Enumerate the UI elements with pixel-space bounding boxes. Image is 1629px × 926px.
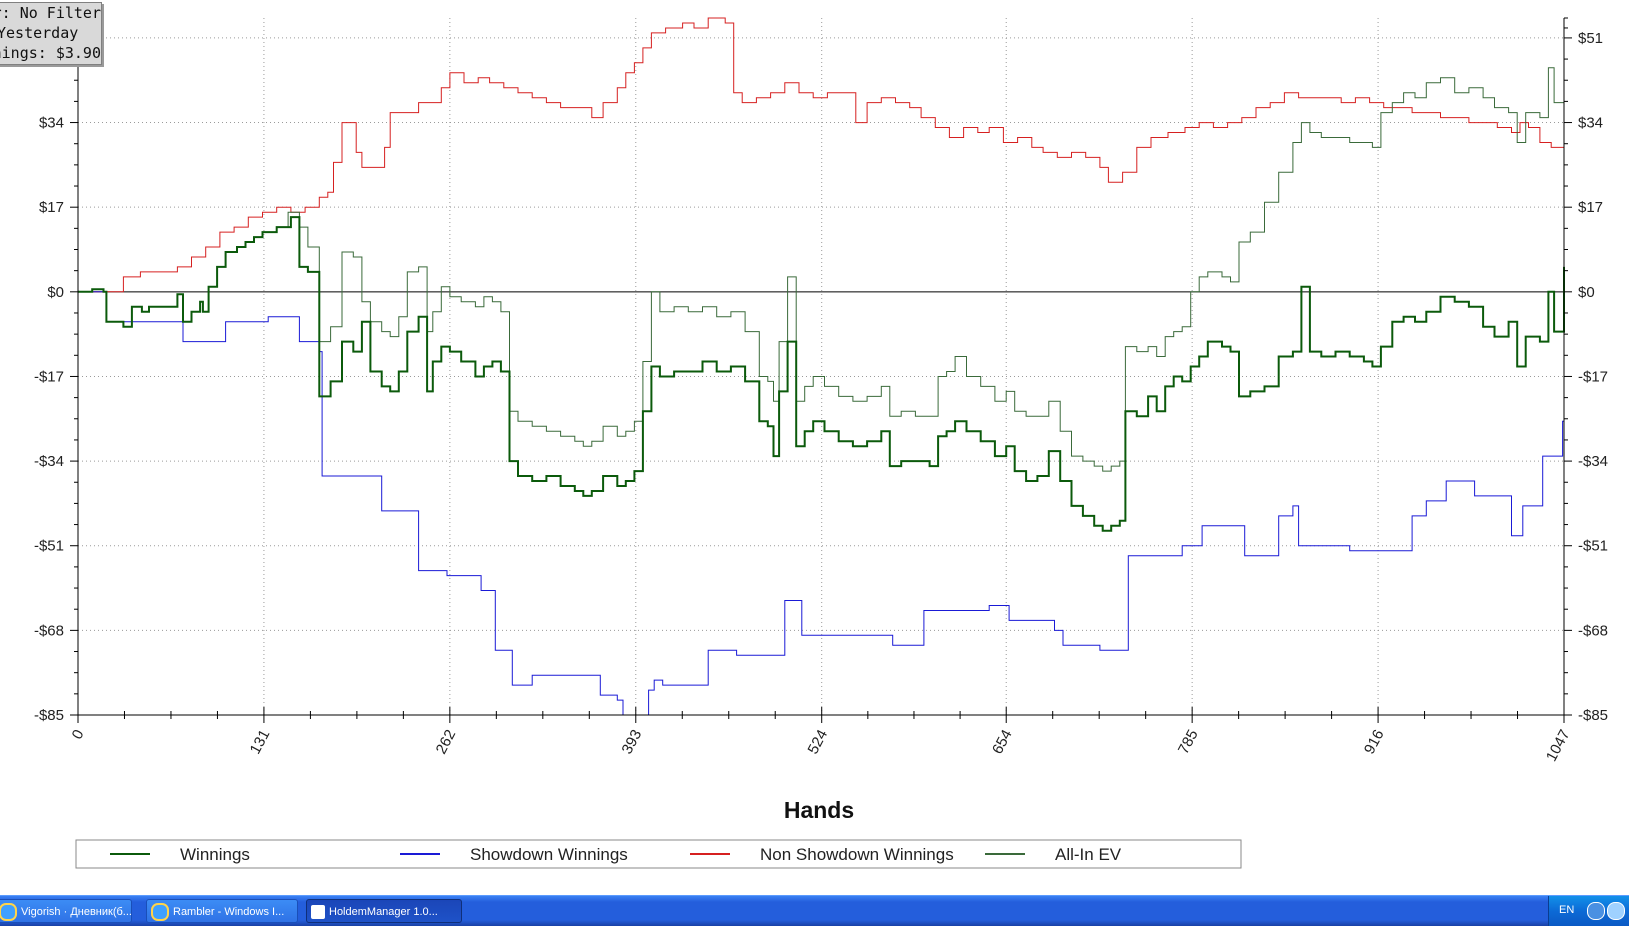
non-showdown-winnings-line [78, 17, 1564, 293]
tray-arrow-icon[interactable] [1587, 902, 1605, 920]
ie-icon [151, 903, 169, 922]
legend-label: Showdown Winnings [470, 845, 628, 864]
x-tick-label: 524 [804, 727, 831, 757]
legend-label: All-In EV [1055, 845, 1122, 864]
series-group [78, 17, 1565, 716]
x-tick-label: 393 [619, 727, 646, 757]
x-tick-label: 785 [1175, 727, 1202, 757]
x-tick-label: 0 [69, 727, 88, 742]
y-tick-label-right: -$34 [1578, 453, 1608, 470]
ie-icon [0, 903, 17, 922]
taskbar-button-rambler[interactable]: Rambler - Windows I... [146, 899, 298, 923]
x-tick-label: 262 [433, 727, 460, 757]
legend-non-showdown-winnings: Non Showdown Winnings [690, 845, 954, 864]
summary-box: Filter: No Filter Yesterday Winnings: $3… [0, 2, 102, 65]
y-tick-label-right: -$85 [1578, 707, 1608, 724]
grid [78, 18, 1564, 716]
taskbar-button-vigorish[interactable]: Vigorish · Дневник(б... [0, 899, 132, 923]
x-tick-label: 1047 [1543, 727, 1574, 764]
y-axis-left-ticks: -$85-$68-$51-$34-$17$0$17$34$51 [34, 17, 78, 724]
taskbar-button-holdemmanager[interactable]: HoldemManager 1.0... [306, 899, 462, 923]
y-tick-label-left: -$17 [34, 368, 64, 385]
legend-winnings: Winnings [110, 845, 250, 864]
system-tray: EN [1548, 896, 1629, 926]
taskbar: Vigorish · Дневник(б... Rambler - Window… [0, 895, 1629, 926]
x-tick-label: 916 [1361, 727, 1388, 757]
y-tick-label-left: -$51 [34, 538, 64, 555]
tray-app-icon[interactable] [1607, 902, 1625, 920]
y-axis-right-ticks: -$85 -$68 -$51 -$34 -$17 $0 $17 $34 $51 [1564, 17, 1608, 724]
holdem-manager-icon [311, 905, 325, 920]
chart: -$85 -$68 -$51 -$34 -$17 $0 $17 $34 $51 -$85 -$68… [34, 17, 1608, 869]
y-tick-label-right: $51 [1578, 30, 1603, 47]
y-tick-label-left: -$68 [34, 622, 64, 639]
x-axis-title: Hands [784, 797, 854, 823]
legend-all-in-ev: All-In EV [985, 845, 1122, 864]
y-tick-label-left: -$34 [34, 453, 64, 470]
all-in-ev-line [78, 67, 1565, 472]
filter-line: Filter: No Filter [0, 4, 101, 22]
x-tick-label: 131 [247, 727, 274, 757]
y-tick-label-right: -$17 [1578, 368, 1608, 385]
showdown-winnings-line [78, 291, 1564, 716]
legend: Winnings Showdown Winnings Non Showdown Wi… [75, 839, 1242, 869]
winnings-line: Winnings: $3.90 [0, 44, 101, 62]
y-tick-label-left: $34 [39, 115, 64, 132]
legend-box [75, 839, 1242, 869]
y-tick-label-left: $0 [47, 284, 64, 301]
y-tick-label-right: $34 [1578, 115, 1603, 132]
x-axis-ticks: 0 131 262 393 524 654 785 916 1047 [69, 707, 1574, 764]
legend-showdown-winnings: Showdown Winnings [400, 845, 628, 864]
y-tick-label-right: -$68 [1578, 622, 1608, 639]
legend-label: Winnings [180, 845, 250, 864]
x-tick-label: 654 [989, 727, 1016, 757]
y-tick-label-right: -$51 [1578, 538, 1608, 555]
legend-label: Non Showdown Winnings [760, 845, 954, 864]
language-indicator[interactable]: EN [1559, 904, 1575, 916]
axes [77, 18, 1565, 716]
y-tick-label-right: $0 [1578, 284, 1595, 301]
y-tick-label-left: -$85 [34, 707, 64, 724]
winnings-line [78, 216, 1565, 532]
period-line: Yesterday [0, 24, 79, 42]
y-tick-label-right: $17 [1578, 199, 1603, 216]
y-tick-label-left: $17 [39, 199, 64, 216]
